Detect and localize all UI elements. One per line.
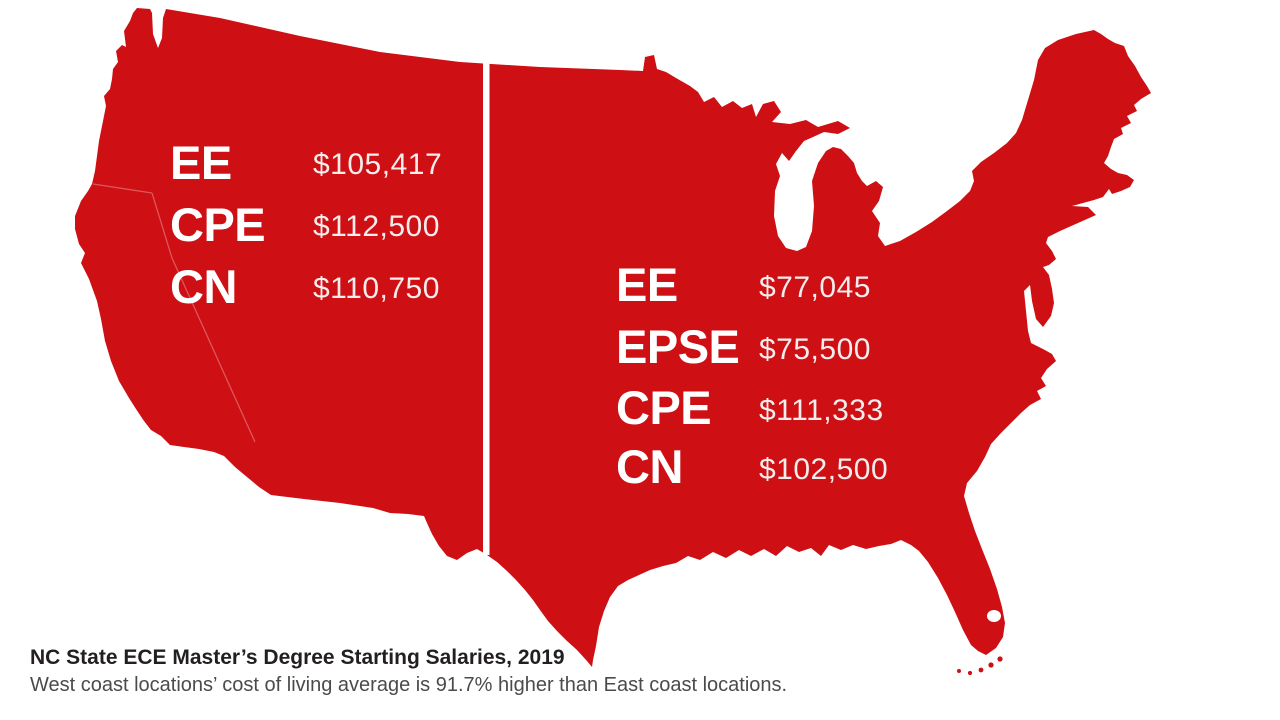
caption-subtitle: West coast locations’ cost of living ave… (30, 674, 788, 697)
salary-value: $105,417 (313, 148, 443, 181)
lake-okeechobee (987, 610, 1001, 622)
east-west-divider-line (483, 63, 490, 555)
us-map-landmass (75, 8, 1151, 676)
program-label: CN (170, 260, 237, 313)
salary-row: CPE $112,500 (170, 201, 510, 261)
program-label: CN (616, 440, 683, 493)
california-state-borders (92, 183, 256, 443)
salary-value: $111,333 (759, 394, 884, 427)
salary-row: CN $110,750 (170, 263, 510, 323)
salary-value: $102,500 (759, 453, 889, 486)
salary-row: EPSE $75,500 (616, 323, 956, 383)
program-label: EE (170, 136, 232, 189)
salary-row: EE $105,417 (170, 139, 510, 199)
salary-value: $77,045 (759, 271, 871, 304)
salary-row: CPE $111,333 (616, 384, 956, 444)
program-label: CPE (170, 198, 266, 251)
salary-value: $112,500 (313, 210, 440, 243)
program-label: EE (616, 258, 678, 311)
caption-title: NC State ECE Master’s Degree Starting Sa… (30, 646, 565, 669)
program-label: CPE (616, 381, 712, 434)
florida-keys (957, 656, 1003, 676)
us-map-shape (75, 8, 1151, 667)
caption: NC State ECE Master’s Degree Starting Sa… (30, 644, 930, 699)
salary-row: CN $102,500 (616, 443, 956, 503)
salary-row: EE $77,045 (616, 261, 956, 321)
salary-value: $75,500 (759, 333, 871, 366)
salary-value: $110,750 (313, 272, 440, 305)
program-label: EPSE (616, 320, 740, 373)
